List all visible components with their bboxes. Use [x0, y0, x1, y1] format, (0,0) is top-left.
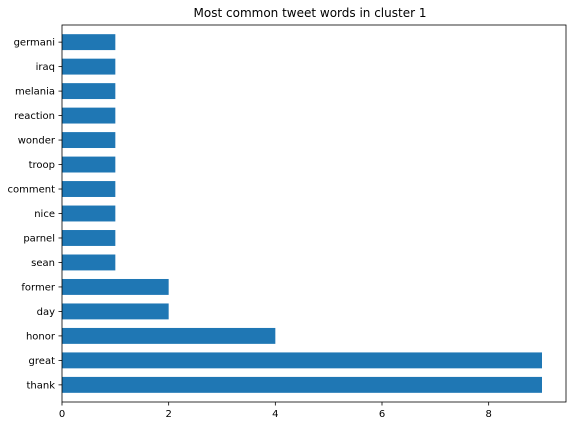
bar-honor: [62, 327, 276, 344]
y-axis-ticks: thank great honor day former sean parnel nice co…: [7, 38, 62, 391]
bar-melania: [62, 83, 116, 100]
y-tick-label: parnel: [23, 233, 55, 244]
y-tick-label: sean: [31, 258, 55, 269]
x-tick-label: 2: [165, 409, 171, 420]
bar-parnel: [62, 230, 116, 246]
bar-thank: [62, 376, 542, 393]
bar-sean: [62, 254, 116, 271]
x-tick-label: 6: [379, 409, 385, 420]
bar-germani: [62, 34, 116, 51]
x-tick-label: 0: [59, 409, 65, 420]
bar-iraq: [62, 58, 116, 75]
y-tick-label: reaction: [14, 111, 55, 122]
bar-reaction: [62, 107, 116, 124]
x-tick-label: 8: [485, 409, 491, 420]
y-tick-label: germani: [14, 38, 55, 49]
y-tick-label: day: [37, 307, 55, 318]
bars-group: [62, 34, 542, 393]
bar-former: [62, 278, 169, 295]
y-tick-label: melania: [15, 87, 55, 98]
bar-wonder: [62, 132, 116, 149]
y-tick-label: former: [21, 282, 55, 293]
y-tick-label: wonder: [18, 136, 56, 147]
y-tick-label: comment: [7, 185, 55, 196]
chart-title: Most common tweet words in cluster 1: [194, 6, 427, 20]
y-tick-label: honor: [26, 331, 56, 342]
plot-frame: [61, 24, 567, 403]
y-tick-label: nice: [34, 209, 55, 220]
x-tick-label: 4: [272, 409, 278, 420]
bar-troop: [62, 156, 116, 173]
x-axis-ticks: 0 2 4 6 8: [59, 402, 492, 420]
y-tick-label: iraq: [36, 62, 55, 73]
bar-comment: [62, 181, 116, 197]
bar-great: [62, 352, 542, 369]
bar-nice: [62, 205, 116, 222]
y-tick-label: great: [29, 356, 56, 367]
y-tick-label: troop: [29, 160, 55, 171]
bar-day: [62, 303, 169, 320]
y-tick-label: thank: [26, 380, 55, 391]
